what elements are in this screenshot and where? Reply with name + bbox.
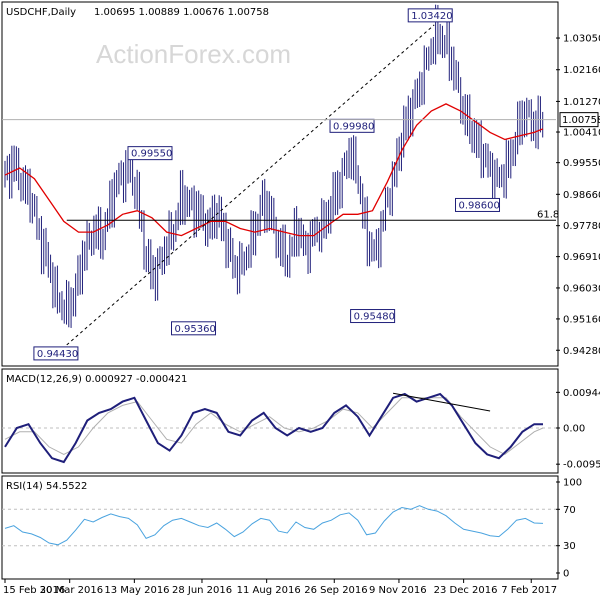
- price-tick-label: 1.01270: [563, 97, 600, 108]
- price-tick-label: 1.02160: [563, 65, 600, 76]
- rsi-tick-label: 70: [563, 505, 576, 516]
- price-annotation-box: [350, 309, 396, 324]
- date-tick-label: 26 Sep 2016: [304, 585, 367, 596]
- date-tick-label: 15 Feb 2016: [3, 585, 65, 596]
- macd-line: [4, 392, 543, 464]
- macd-tick-label: 0.009446: [563, 388, 600, 399]
- fib-level-label: 61.8: [537, 209, 559, 220]
- price-annotation-label: 0.95480: [354, 312, 395, 323]
- price-annotation-box: [33, 346, 79, 361]
- price-annotation-box: [127, 146, 173, 161]
- macd-signal-line: [4, 397, 544, 455]
- price-annotation-label: 0.98600: [459, 200, 500, 211]
- price-annotation-label: 0.99980: [333, 121, 374, 132]
- macd-divergence-line: [392, 392, 491, 412]
- price-tick-label: 0.99550: [563, 158, 600, 169]
- price-annotation-box: [455, 197, 501, 212]
- rsi-grid: [2, 508, 556, 547]
- price-annotation-label: 0.94430: [37, 349, 78, 360]
- rsi-line: [4, 505, 544, 546]
- annotation-layer: 0.94430 0.99550 0.95360 0.99980 0.95480 1.034…: [33, 8, 501, 361]
- price-bars: [4, 4, 544, 328]
- price-annotation-label: 0.95360: [175, 324, 216, 335]
- main-panel: [1, 1, 559, 367]
- date-tick-label: 23 Dec 2016: [434, 585, 498, 596]
- date-tick-label: 7 Feb 2017: [501, 585, 557, 596]
- date-tick-label: 13 May 2016: [104, 585, 169, 596]
- date-tick-label: 28 Jun 2016: [172, 585, 232, 596]
- price-tick-label: 1.03050: [563, 34, 600, 45]
- date-tick-label: 11 Aug 2016: [237, 585, 301, 596]
- price-annotation-box: [407, 8, 453, 23]
- current-price-label: 1.00758: [562, 115, 600, 126]
- ohlc-readout: 1.00695 1.00889 1.00676 1.00758: [94, 7, 269, 18]
- rsi-axis: 100 70 30 0: [556, 478, 582, 580]
- current-price-box: [559, 112, 599, 128]
- moving-average-line: [4, 103, 544, 237]
- price-annotation-label: 1.03420: [411, 11, 452, 22]
- watermark: ActionForex.com: [96, 39, 291, 69]
- price-annotation-label: 0.99550: [131, 149, 172, 160]
- date-tick-label: 9 Nov 2016: [369, 585, 427, 596]
- rsi-title: RSI(14) 54.5522: [6, 481, 87, 492]
- macd-tick-label: 0.00: [563, 424, 585, 435]
- chart-title: USDCHF,Daily: [6, 7, 76, 18]
- macd-title: MACD(12,26,9) 0.000927 -0.000421: [6, 374, 187, 385]
- rsi-tick-label: 100: [563, 478, 582, 489]
- date-tick-label: 30 Mar 2016: [40, 585, 103, 596]
- rsi-tick-label: 30: [563, 541, 576, 552]
- macd-axis: 0.009446 0.00 -0.009588: [556, 388, 600, 471]
- price-tick-label: 0.94280: [563, 346, 600, 357]
- rsi-panel: [1, 475, 559, 580]
- rsi-tick-label: 0: [563, 569, 569, 580]
- price-annotation-box: [171, 321, 217, 336]
- macd-tick-label: -0.009588: [563, 460, 600, 471]
